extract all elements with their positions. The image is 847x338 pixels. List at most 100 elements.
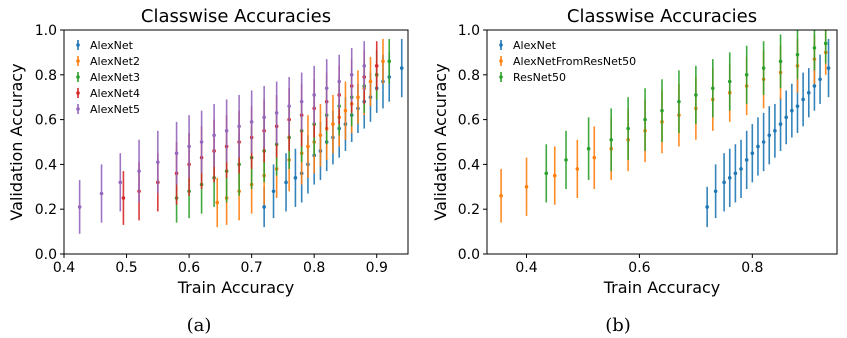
chart-b-legend: AlexNet AlexNetFromResNet50 ResNet50 — [499, 39, 636, 84]
chart-a-point — [337, 79, 342, 84]
chart-b-title: Classwise Accuracies — [567, 6, 757, 27]
chart-a-legend-dot — [76, 43, 80, 47]
chart-b-point — [524, 185, 529, 189]
chart-a-title: Classwise Accuracies — [141, 6, 331, 27]
chart-b-point — [812, 46, 817, 50]
chart-a-point — [349, 73, 354, 77]
chart-a-legend-dot — [76, 107, 80, 111]
chart-b-legend-label: ResNet50 — [513, 71, 566, 84]
chart-b-plot: 0.4 0.6 0.80.00.20.40.60.81.0AlexNetAlexNe… — [458, 23, 838, 276]
chart-a-xtick-label: 0.6 — [178, 260, 200, 276]
caption-a: (a) — [187, 315, 212, 336]
chart-a-point — [287, 104, 291, 108]
chart-b-point — [733, 171, 738, 176]
chart-a-legend-dot — [76, 91, 80, 95]
chart-a-point — [356, 95, 360, 99]
chart-a-point — [387, 59, 392, 64]
chart-b-point — [795, 104, 800, 108]
chart-b-ytick-label: 0.0 — [458, 247, 480, 263]
chart-a-point — [271, 189, 276, 194]
chart-b-point — [823, 41, 828, 46]
chart-a-point — [381, 59, 385, 64]
chart-b-legend-label: AlexNet — [513, 39, 557, 52]
chart-a-point — [215, 200, 220, 205]
chart-a-point — [262, 205, 266, 209]
chart-b-point — [711, 86, 715, 91]
chart-a-point — [318, 133, 323, 138]
chart-a-point — [137, 169, 141, 173]
chart-b-point — [694, 93, 698, 97]
chart-a-plot: 0.4 0.5 0.6 0.7 0.8 0.9 0.0 0.2 0.4 0.6 0.8 1.0 Alex… — [35, 23, 409, 276]
chart-b-point — [767, 133, 772, 138]
chart-b-point — [806, 90, 811, 95]
chart-a-legend-dot — [76, 59, 80, 63]
chart-a-point — [299, 99, 304, 104]
chart-b-point — [552, 173, 557, 178]
chart-b-point — [727, 79, 732, 84]
chart-a-xlabel: Train Accuracy — [177, 278, 295, 297]
chart-b-point — [499, 193, 503, 198]
chart-b-ytick-label: 0.4 — [458, 157, 480, 173]
chart-a-ytick-label: 0.2 — [35, 202, 57, 218]
chart-a-point — [156, 160, 160, 164]
chart-b-point — [713, 189, 718, 194]
chart-b-point — [778, 59, 783, 64]
chart-a-point — [249, 120, 254, 124]
chart-a-point — [368, 79, 373, 84]
chart-b-ytick-label: 0.6 — [458, 113, 480, 129]
chart-a-point — [306, 144, 310, 149]
chart-b-point — [575, 167, 580, 171]
chart-b-point — [544, 171, 549, 176]
chart-b-point — [818, 77, 822, 82]
chart-a: Classwise Accuracies 0.4 0.5 0.6 0.7 0.8 0.90… — [7, 6, 409, 336]
chart-b-xtick-label: 0.8 — [741, 260, 763, 276]
chart-a-point — [118, 180, 123, 185]
chart-b-point — [564, 158, 568, 162]
chart-a-series-4 — [77, 41, 367, 234]
chart-a-legend-label: AlexNet2 — [90, 55, 140, 68]
chart-b-point — [778, 122, 783, 126]
chart-b-point — [677, 99, 681, 104]
chart-b-point — [609, 137, 613, 142]
chart-b-point — [795, 52, 800, 57]
chart-b-point — [756, 144, 760, 149]
chart-a-point — [174, 151, 179, 155]
chart-b-ytick-label: 0.2 — [458, 202, 480, 218]
chart-a-point — [374, 64, 379, 68]
chart-b-series-2 — [544, 30, 828, 203]
chart-a-frame — [63, 29, 409, 255]
chart-a-point — [99, 191, 104, 196]
chart-b-legend-dot — [499, 59, 503, 63]
chart-a-point — [343, 108, 348, 113]
chart-a-point — [331, 122, 335, 126]
chart-a-legend-dot — [76, 75, 80, 79]
chart-a-point — [324, 86, 329, 91]
chart-b-xtick-label: 0.4 — [515, 260, 537, 276]
chart-b-point — [761, 66, 766, 70]
caption-b: (b) — [605, 315, 631, 336]
chart-b-point — [790, 108, 794, 113]
chart-b-legend-dot — [499, 75, 503, 79]
chart-b-point — [727, 176, 732, 180]
chart-a-point — [284, 180, 288, 185]
chart-b-point — [744, 73, 749, 77]
chart-a-point — [399, 66, 404, 70]
chart-a-point — [187, 144, 191, 149]
chart-b-series-0 — [705, 38, 831, 228]
chart-b-point — [801, 97, 805, 102]
chart-b-point — [643, 117, 647, 122]
chart-a-point — [362, 64, 367, 68]
chart-a-point — [121, 196, 126, 200]
chart-b-frame — [486, 29, 838, 255]
chart-b-point — [592, 155, 597, 160]
chart-b-point — [750, 151, 755, 155]
chart-b-point — [744, 158, 749, 162]
chart-b-point — [586, 146, 591, 151]
chart-b-point — [660, 108, 664, 113]
chart-a-xtick-label: 0.4 — [53, 260, 75, 276]
chart-a-point — [77, 205, 82, 209]
chart-a-xtick-label: 0.7 — [241, 260, 263, 276]
chart-a-point — [274, 111, 279, 115]
chart-b-point — [826, 66, 831, 70]
